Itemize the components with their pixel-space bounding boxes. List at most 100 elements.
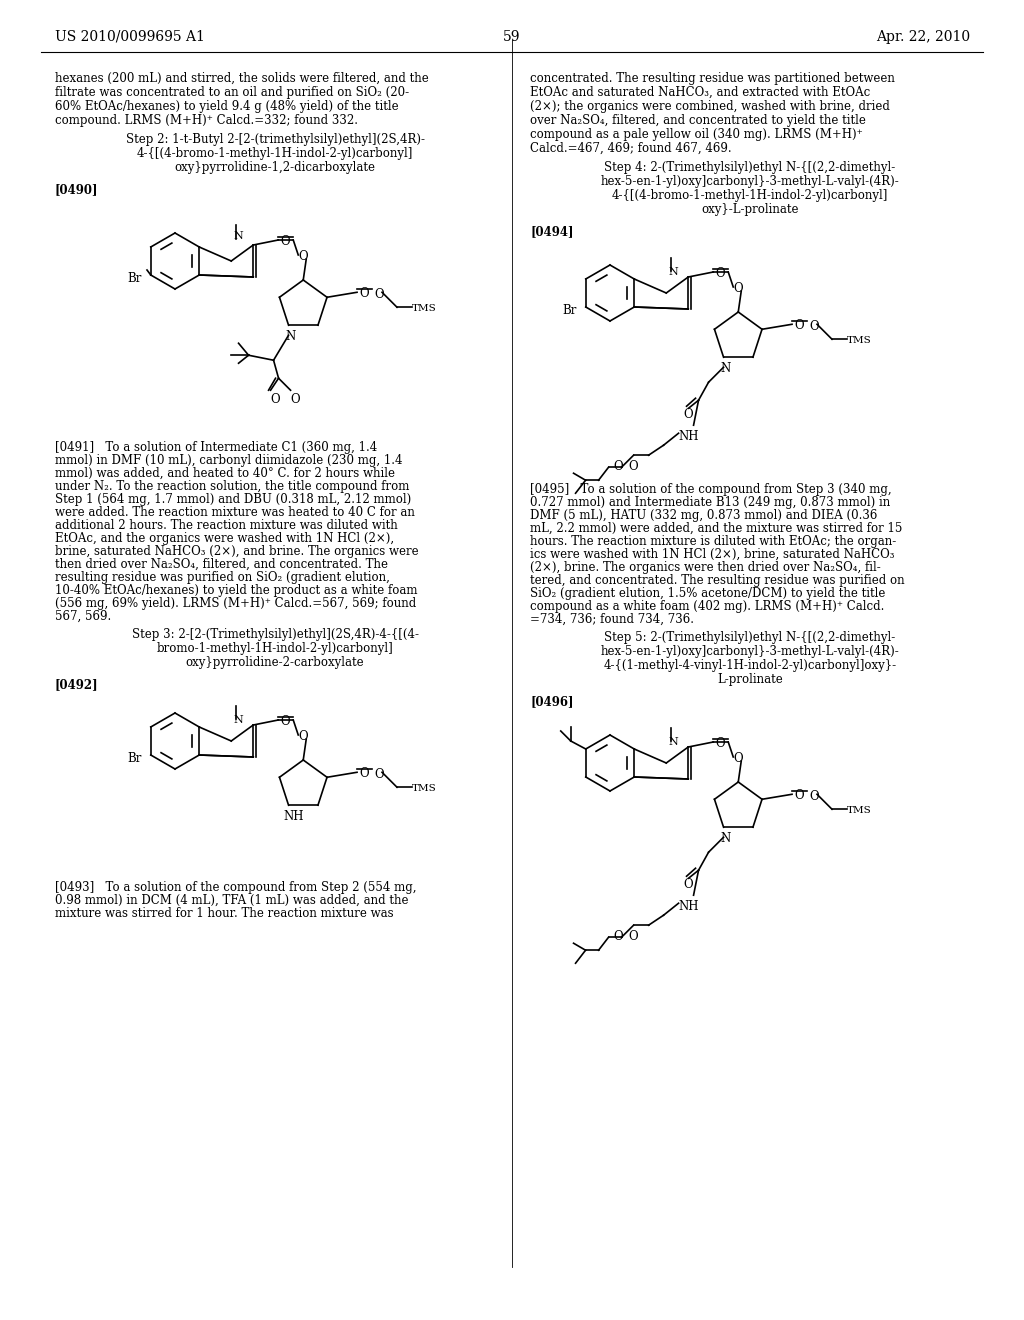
- Text: filtrate was concentrated to an oil and purified on SiO₂ (20-: filtrate was concentrated to an oil and …: [55, 86, 410, 99]
- Text: 60% EtOAc/hexanes) to yield 9.4 g (48% yield) of the title: 60% EtOAc/hexanes) to yield 9.4 g (48% y…: [55, 100, 398, 114]
- Text: compound. LRMS (M+H)⁺ Calcd.=332; found 332.: compound. LRMS (M+H)⁺ Calcd.=332; found …: [55, 114, 358, 127]
- Text: 0.727 mmol) and Intermediate B13 (249 mg, 0.873 mmol) in: 0.727 mmol) and Intermediate B13 (249 mg…: [530, 496, 890, 510]
- Text: ics were washed with 1N HCl (2×), brine, saturated NaHCO₃: ics were washed with 1N HCl (2×), brine,…: [530, 548, 895, 561]
- Text: N: N: [233, 715, 243, 725]
- Text: O: O: [733, 752, 742, 766]
- Text: TMS: TMS: [412, 784, 437, 793]
- Text: O: O: [684, 878, 693, 891]
- Text: [0491]   To a solution of Intermediate C1 (360 mg, 1.4: [0491] To a solution of Intermediate C1 …: [55, 441, 377, 454]
- Text: [0490]: [0490]: [55, 183, 98, 195]
- Text: N: N: [669, 267, 678, 277]
- Text: oxy}pyrrolidine-1,2-dicarboxylate: oxy}pyrrolidine-1,2-dicarboxylate: [174, 161, 376, 174]
- Text: O: O: [374, 768, 384, 781]
- Text: O: O: [715, 267, 725, 280]
- Text: EtOAc and saturated NaHCO₃, and extracted with EtOAc: EtOAc and saturated NaHCO₃, and extracte…: [530, 86, 870, 99]
- Text: O: O: [359, 767, 369, 780]
- Text: 4-{[(4-bromo-1-methyl-1H-indol-2-yl)carbonyl]: 4-{[(4-bromo-1-methyl-1H-indol-2-yl)carb…: [137, 147, 414, 160]
- Text: Step 4: 2-(Trimethylsilyl)ethyl N-{[(2,2-dimethyl-: Step 4: 2-(Trimethylsilyl)ethyl N-{[(2,2…: [604, 161, 896, 174]
- Text: mL, 2.2 mmol) were added, and the mixture was stirred for 15: mL, 2.2 mmol) were added, and the mixtur…: [530, 521, 902, 535]
- Text: US 2010/0099695 A1: US 2010/0099695 A1: [55, 30, 205, 44]
- Text: oxy}-L-prolinate: oxy}-L-prolinate: [701, 203, 799, 216]
- Text: Step 2: 1-t-Butyl 2-[2-(trimethylsilyl)ethyl](2S,4R)-: Step 2: 1-t-Butyl 2-[2-(trimethylsilyl)e…: [126, 133, 425, 147]
- Text: O: O: [298, 249, 308, 263]
- Text: 4-{(1-methyl-4-vinyl-1H-indol-2-yl)carbonyl]oxy}-: 4-{(1-methyl-4-vinyl-1H-indol-2-yl)carbo…: [603, 659, 897, 672]
- Text: N: N: [721, 832, 731, 845]
- Text: (2×), brine. The organics were then dried over Na₂SO₄, fil-: (2×), brine. The organics were then drie…: [530, 561, 881, 574]
- Text: EtOAc, and the organics were washed with 1N HCl (2×),: EtOAc, and the organics were washed with…: [55, 532, 394, 545]
- Text: Calcd.=467, 469; found 467, 469.: Calcd.=467, 469; found 467, 469.: [530, 143, 731, 154]
- Text: 59: 59: [503, 30, 521, 44]
- Text: additional 2 hours. The reaction mixture was diluted with: additional 2 hours. The reaction mixture…: [55, 519, 397, 532]
- Text: [0496]: [0496]: [530, 696, 573, 708]
- Text: Br: Br: [127, 752, 141, 766]
- Text: DMF (5 mL), HATU (332 mg, 0.873 mmol) and DIEA (0.36: DMF (5 mL), HATU (332 mg, 0.873 mmol) an…: [530, 510, 878, 521]
- Text: O: O: [359, 288, 369, 300]
- Text: O: O: [291, 393, 300, 407]
- Text: O: O: [281, 235, 290, 248]
- Text: TMS: TMS: [412, 305, 437, 313]
- Text: over Na₂SO₄, filtered, and concentrated to yield the title: over Na₂SO₄, filtered, and concentrated …: [530, 114, 866, 127]
- Text: oxy}pyrrolidine-2-carboxylate: oxy}pyrrolidine-2-carboxylate: [185, 656, 365, 669]
- Text: O: O: [794, 789, 804, 803]
- Text: (2×); the organics were combined, washed with brine, dried: (2×); the organics were combined, washed…: [530, 100, 890, 114]
- Text: O: O: [809, 791, 818, 804]
- Text: O: O: [270, 393, 281, 407]
- Text: O: O: [281, 715, 290, 729]
- Text: 10-40% EtOAc/hexanes) to yield the product as a white foam: 10-40% EtOAc/hexanes) to yield the produ…: [55, 583, 418, 597]
- Text: mmol) was added, and heated to 40° C. for 2 hours while: mmol) was added, and heated to 40° C. fo…: [55, 467, 395, 480]
- Text: Step 1 (564 mg, 1.7 mmol) and DBU (0.318 mL, 2.12 mmol): Step 1 (564 mg, 1.7 mmol) and DBU (0.318…: [55, 492, 412, 506]
- Text: TMS: TMS: [847, 807, 871, 816]
- Text: 4-{[(4-bromo-1-methyl-1H-indol-2-yl)carbonyl]: 4-{[(4-bromo-1-methyl-1H-indol-2-yl)carb…: [611, 189, 888, 202]
- Text: mmol) in DMF (10 mL), carbonyl diimidazole (230 mg, 1.4: mmol) in DMF (10 mL), carbonyl diimidazo…: [55, 454, 402, 467]
- Text: L-prolinate: L-prolinate: [717, 673, 783, 686]
- Text: hex-5-en-1-yl)oxy]carbonyl}-3-methyl-L-valyl-(4R)-: hex-5-en-1-yl)oxy]carbonyl}-3-methyl-L-v…: [601, 176, 899, 187]
- Text: O: O: [298, 730, 308, 743]
- Text: Br: Br: [127, 272, 141, 285]
- Text: N: N: [286, 330, 296, 343]
- Text: N: N: [669, 737, 678, 747]
- Text: O: O: [809, 321, 818, 333]
- Text: Apr. 22, 2010: Apr. 22, 2010: [876, 30, 970, 44]
- Text: NH: NH: [679, 430, 699, 444]
- Text: N: N: [721, 362, 731, 375]
- Text: [0493]   To a solution of the compound from Step 2 (554 mg,: [0493] To a solution of the compound fro…: [55, 880, 417, 894]
- Text: Br: Br: [562, 304, 577, 317]
- Text: (556 mg, 69% yield). LRMS (M+H)⁺ Calcd.=567, 569; found: (556 mg, 69% yield). LRMS (M+H)⁺ Calcd.=…: [55, 597, 416, 610]
- Text: Step 5: 2-(Trimethylsilyl)ethyl N-{[(2,2-dimethyl-: Step 5: 2-(Trimethylsilyl)ethyl N-{[(2,2…: [604, 631, 896, 644]
- Text: [0494]: [0494]: [530, 224, 573, 238]
- Text: O: O: [733, 282, 742, 294]
- Text: NH: NH: [679, 900, 699, 913]
- Text: concentrated. The resulting residue was partitioned between: concentrated. The resulting residue was …: [530, 73, 895, 84]
- Text: O: O: [629, 461, 638, 474]
- Text: [0492]: [0492]: [55, 678, 98, 690]
- Text: O: O: [629, 931, 638, 944]
- Text: 0.98 mmol) in DCM (4 mL), TFA (1 mL) was added, and the: 0.98 mmol) in DCM (4 mL), TFA (1 mL) was…: [55, 894, 409, 907]
- Text: 567, 569.: 567, 569.: [55, 610, 112, 623]
- Text: bromo-1-methyl-1H-indol-2-yl)carbonyl]: bromo-1-methyl-1H-indol-2-yl)carbonyl]: [157, 642, 393, 655]
- Text: =734, 736; found 734, 736.: =734, 736; found 734, 736.: [530, 612, 694, 626]
- Text: compound as a pale yellow oil (340 mg). LRMS (M+H)⁺: compound as a pale yellow oil (340 mg). …: [530, 128, 863, 141]
- Text: hexanes (200 mL) and stirred, the solids were filtered, and the: hexanes (200 mL) and stirred, the solids…: [55, 73, 429, 84]
- Text: hours. The reaction mixture is diluted with EtOAc; the organ-: hours. The reaction mixture is diluted w…: [530, 535, 896, 548]
- Text: O: O: [794, 319, 804, 333]
- Text: tered, and concentrated. The resulting residue was purified on: tered, and concentrated. The resulting r…: [530, 574, 904, 587]
- Text: compound as a white foam (402 mg). LRMS (M+H)⁺ Calcd.: compound as a white foam (402 mg). LRMS …: [530, 601, 885, 612]
- Text: O: O: [613, 931, 624, 944]
- Text: Step 3: 2-[2-(Trimethylsilyl)ethyl](2S,4R)-4-{[(4-: Step 3: 2-[2-(Trimethylsilyl)ethyl](2S,4…: [131, 628, 419, 642]
- Text: [0495]   To a solution of the compound from Step 3 (340 mg,: [0495] To a solution of the compound fro…: [530, 483, 892, 496]
- Text: resulting residue was purified on SiO₂ (gradient elution,: resulting residue was purified on SiO₂ (…: [55, 572, 390, 583]
- Text: O: O: [374, 288, 384, 301]
- Text: TMS: TMS: [847, 337, 871, 346]
- Text: O: O: [715, 737, 725, 750]
- Text: O: O: [684, 408, 693, 421]
- Text: O: O: [613, 461, 624, 474]
- Text: N: N: [233, 231, 243, 242]
- Text: were added. The reaction mixture was heated to 40 C for an: were added. The reaction mixture was hea…: [55, 506, 415, 519]
- Text: then dried over Na₂SO₄, filtered, and concentrated. The: then dried over Na₂SO₄, filtered, and co…: [55, 558, 388, 572]
- Text: hex-5-en-1-yl)oxy]carbonyl}-3-methyl-L-valyl-(4R)-: hex-5-en-1-yl)oxy]carbonyl}-3-methyl-L-v…: [601, 645, 899, 657]
- Text: under N₂. To the reaction solution, the title compound from: under N₂. To the reaction solution, the …: [55, 480, 410, 492]
- Text: mixture was stirred for 1 hour. The reaction mixture was: mixture was stirred for 1 hour. The reac…: [55, 907, 393, 920]
- Text: NH: NH: [284, 810, 304, 824]
- Text: SiO₂ (gradient elution, 1.5% acetone/DCM) to yield the title: SiO₂ (gradient elution, 1.5% acetone/DCM…: [530, 587, 886, 601]
- Text: brine, saturated NaHCO₃ (2×), and brine. The organics were: brine, saturated NaHCO₃ (2×), and brine.…: [55, 545, 419, 558]
